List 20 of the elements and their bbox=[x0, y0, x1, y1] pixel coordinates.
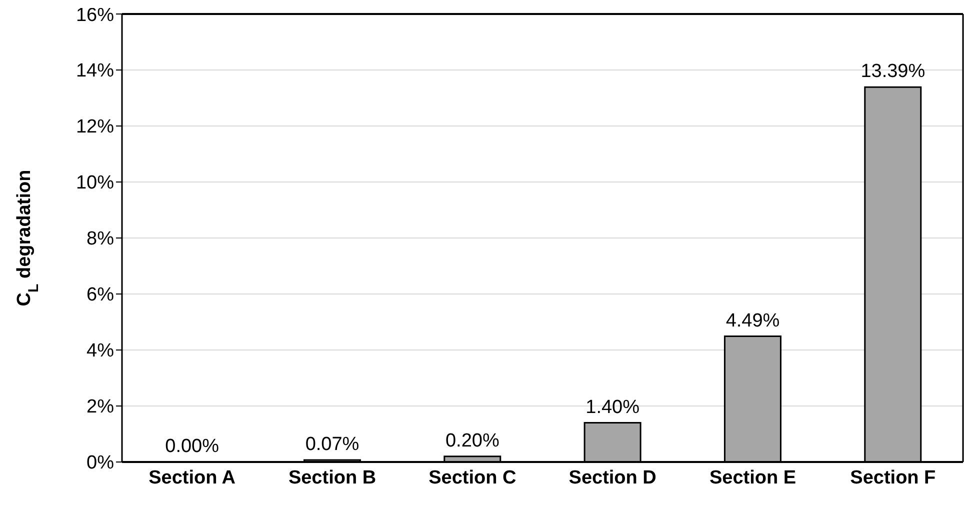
y-tick-label: 0% bbox=[86, 452, 114, 474]
y-tick-label: 6% bbox=[86, 284, 114, 306]
data-label: 4.49% bbox=[726, 310, 780, 332]
y-tick-label: 10% bbox=[76, 172, 114, 194]
y-tick-label: 12% bbox=[76, 116, 114, 138]
x-tick-label: Section B bbox=[288, 467, 376, 488]
data-label: 0.20% bbox=[445, 430, 500, 452]
y-tick-label: 14% bbox=[76, 60, 114, 82]
x-tick-label: Section C bbox=[428, 467, 517, 488]
y-tick-label: 4% bbox=[86, 340, 114, 362]
data-label: 13.39% bbox=[860, 61, 926, 82]
x-tick-label: Section F bbox=[850, 467, 936, 488]
data-label: 0.07% bbox=[305, 434, 360, 456]
x-tick-label: Section E bbox=[709, 467, 796, 488]
x-tick-label: Section D bbox=[568, 467, 656, 488]
y-tick-label: 2% bbox=[86, 396, 114, 418]
data-label: 0.00% bbox=[165, 436, 220, 457]
y-tick-label: 8% bbox=[86, 228, 114, 250]
data-label: 1.40% bbox=[586, 396, 640, 418]
x-tick-label: Section A bbox=[148, 467, 236, 488]
